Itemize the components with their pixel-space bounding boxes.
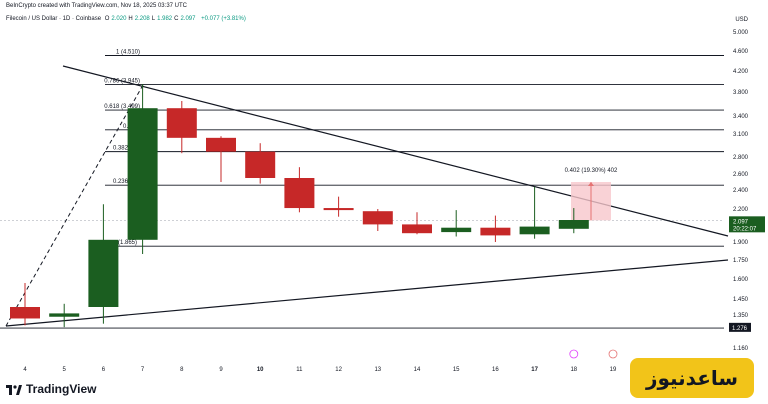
x-axis-tick: 11 <box>296 367 303 373</box>
level-tag-value: 1.276 <box>732 326 748 332</box>
y-axis-tick: 1.900 <box>733 240 749 246</box>
fib-level-label: 0.382 (2.8 <box>113 146 141 152</box>
candle-body <box>88 239 119 307</box>
x-axis-tick: 4 <box>23 367 27 373</box>
symbol-info: Filecoin / US Dollar · 1D · Coinbase O 2.… <box>6 16 248 22</box>
tradingview-logo[interactable]: TradingView <box>6 382 96 396</box>
event-lightning-icon <box>569 349 579 359</box>
ohlc-label-h: H <box>128 16 133 22</box>
y-axis-tick: 1.450 <box>733 297 749 303</box>
y-axis-tick: 1.750 <box>733 258 749 264</box>
y-axis-tick: 3.800 <box>733 90 749 96</box>
y-axis-tick: 2.600 <box>733 172 749 178</box>
candle-body <box>362 211 393 225</box>
candle-body <box>480 227 511 236</box>
candle-body <box>166 108 197 138</box>
candle-body <box>323 208 354 211</box>
candle-body <box>206 137 236 152</box>
y-axis-tick: 4.200 <box>733 69 749 75</box>
ohlc-value-c: 2.097 <box>180 16 196 22</box>
x-axis-tick: 13 <box>374 367 381 373</box>
ohlc-value-l: 1.982 <box>157 16 173 22</box>
fib-level-label: 0.618 (3.499) <box>104 104 140 110</box>
ohlc-values: O 2.020 H 2.208 L 1.982 C 2.097 <box>105 16 198 22</box>
current-price-timer: 20:22:07 <box>733 226 757 232</box>
y-axis-tick: 3.400 <box>733 114 749 120</box>
candle-body <box>402 224 432 234</box>
x-axis-tick: 6 <box>102 367 106 373</box>
y-axis-tick: 1.600 <box>733 277 749 283</box>
ohlc-value-o: 2.020 <box>111 16 127 22</box>
measure-arrowhead <box>588 182 594 186</box>
y-axis-tick: 4.600 <box>733 49 749 55</box>
change-value: +0.077 (+3.81%) <box>201 16 246 22</box>
x-axis-tick: 16 <box>492 367 499 373</box>
candle-body <box>245 151 276 178</box>
ohlc-label-l: L <box>151 16 156 22</box>
x-axis-tick: 17 <box>531 367 538 373</box>
x-axis-tick: 9 <box>219 367 223 373</box>
y-axis-tick: 1.160 <box>733 346 749 352</box>
level-tag <box>729 322 751 332</box>
candle-body <box>284 178 315 209</box>
x-axis-tick: 7 <box>141 367 145 373</box>
tradingview-icon <box>6 384 22 395</box>
candle-body <box>49 313 80 317</box>
fib-level-label: (1.865) <box>118 240 137 246</box>
candle-body <box>10 307 40 319</box>
current-price-tag <box>729 216 765 233</box>
ohlc-label-c: C <box>174 16 179 22</box>
y-axis-tick: 5.000 <box>733 30 749 36</box>
candle-body <box>519 226 550 235</box>
y-axis-tick: 1.350 <box>733 313 749 319</box>
chart-credit: BeInCrypto created with TradingView.com,… <box>6 3 187 9</box>
candle-body <box>558 220 589 229</box>
currency-label: USD <box>735 17 748 23</box>
fib-level-label: 1 (4.510) <box>116 50 140 56</box>
measure-label: 0.402 (19.30%) 402 <box>565 168 618 174</box>
site-watermark: ساعدنیوز <box>630 358 754 398</box>
x-axis-tick: 8 <box>180 367 184 373</box>
x-axis-tick: 5 <box>63 367 67 373</box>
event-flag-icon <box>608 349 618 359</box>
ohlc-value-h: 2.208 <box>134 16 150 22</box>
x-axis-tick: 10 <box>257 367 264 373</box>
lower-trendline <box>5 259 729 327</box>
candle-body <box>127 108 158 240</box>
tradingview-wordmark: TradingView <box>26 382 97 396</box>
fib-anchor-line <box>5 84 144 327</box>
x-axis-tick: 18 <box>570 367 577 373</box>
symbol-title: Filecoin / US Dollar · 1D · Coinbase <box>6 16 102 22</box>
y-axis-tick: 3.100 <box>733 132 749 138</box>
ohlc-label-o: O <box>104 16 110 22</box>
current-price-value: 2.097 <box>733 219 749 225</box>
y-axis-tick: 2.200 <box>733 207 749 213</box>
y-axis-tick: 2.800 <box>733 155 749 161</box>
candle-body <box>441 227 472 233</box>
x-axis-tick: 14 <box>414 367 421 373</box>
upper-trendline <box>62 65 729 237</box>
y-axis-tick: 2.400 <box>733 188 749 194</box>
x-axis-tick: 15 <box>453 367 460 373</box>
fib-level-label: 0.236 (2.4 <box>113 179 141 185</box>
x-axis-tick: 12 <box>335 367 342 373</box>
x-axis-tick: 19 <box>610 367 617 373</box>
